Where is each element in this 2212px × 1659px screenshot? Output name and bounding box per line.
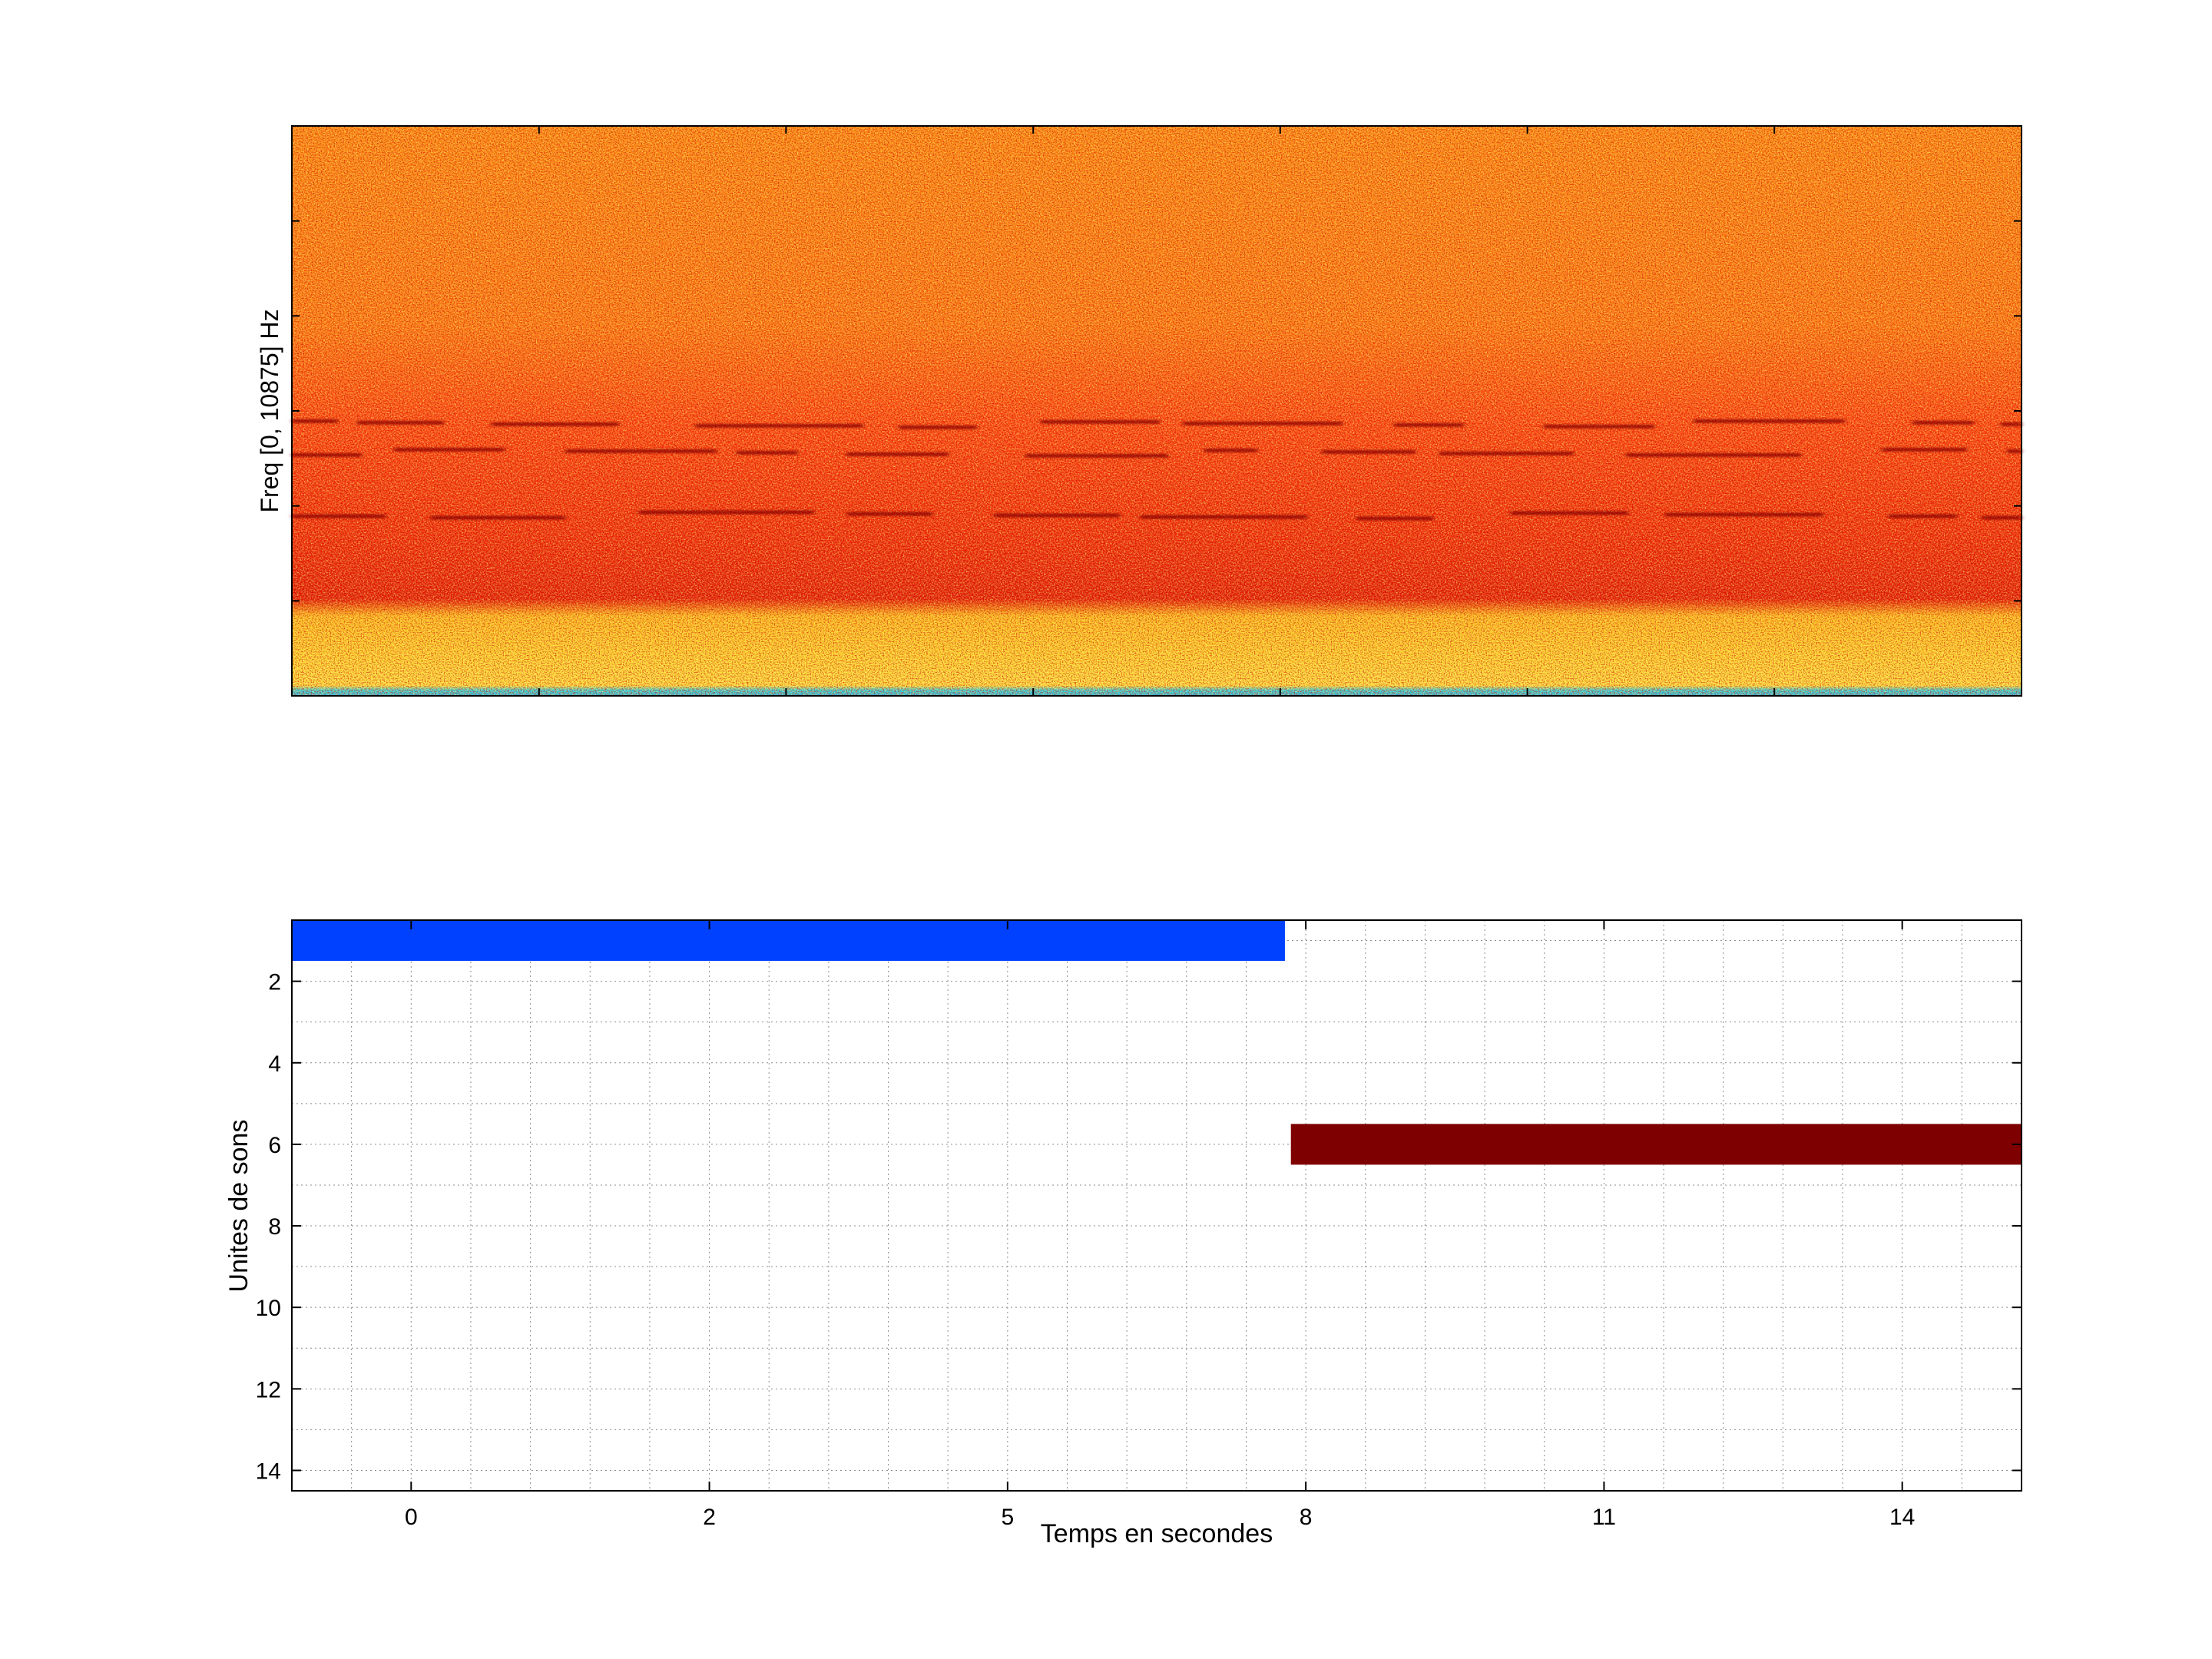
harmonic-band-segment [899, 425, 977, 429]
harmonic-band-segment [695, 423, 863, 428]
harmonic-band-segment [1544, 424, 1654, 429]
x-tick-label: 8 [1300, 1505, 1313, 1530]
x-tick-label: 0 [405, 1505, 418, 1530]
y-tick-label: 2 [268, 970, 281, 995]
harmonic-band-segment [2007, 449, 2022, 453]
segment-y-label: Unites de sons [224, 1120, 253, 1293]
spectrogram-y-label: Freq [0, 10875] Hz [256, 309, 283, 512]
harmonic-band-segment [994, 513, 1120, 518]
y-tick-labels: 2 4 6 8 10 12 14 [256, 970, 281, 1485]
harmonic-band-segment [1439, 451, 1574, 455]
segment-plot-background [292, 920, 2022, 1491]
harmonic-band-segment [737, 450, 798, 455]
y-tick-label: 8 [268, 1214, 281, 1240]
harmonic-band-segment [1912, 420, 1974, 425]
x-tick-label: 5 [1002, 1505, 1015, 1530]
harmonic-band-segment [1694, 419, 1845, 423]
harmonic-band-segment [1025, 453, 1168, 458]
harmonic-band-segment [292, 514, 386, 518]
harmonic-band-segment [1141, 515, 1307, 519]
spectrogram-axes: Freq [0, 10875] Hz [256, 125, 2022, 697]
harmonic-band-segment [1394, 422, 1464, 427]
harmonic-band-segment [1982, 515, 2022, 520]
harmonic-band-segment [847, 512, 932, 516]
harmonic-band-segment [431, 515, 565, 520]
x-tick-labels: 0 2 5 8 11 14 [405, 1505, 1915, 1530]
harmonic-band-segment [1204, 448, 1257, 452]
x-tick-label: 14 [1889, 1505, 1915, 1530]
harmonic-band-segment [357, 420, 444, 425]
harmonic-band-segment [565, 449, 717, 453]
segment-bars [292, 920, 2022, 1165]
segment-x-label: Temps en secondes [1041, 1519, 1273, 1548]
spectrogram-frame [291, 125, 2022, 697]
y-tick-label: 12 [256, 1377, 281, 1402]
harmonic-band-segment [639, 510, 814, 515]
harmonic-band-segment [492, 422, 619, 426]
segment-bar-unit-6 [1290, 1124, 2022, 1165]
harmonic-band-segment [1356, 516, 1433, 521]
harmonic-band-segment [1626, 452, 1801, 457]
y-tick-label: 6 [268, 1133, 281, 1158]
harmonic-band-segment [1322, 449, 1416, 454]
segment-ticks [292, 920, 2022, 1491]
y-tick-label: 4 [268, 1051, 281, 1077]
harmonic-band-segment [394, 447, 505, 452]
segment-bar-unit-1 [292, 920, 1285, 962]
y-tick-label: 10 [256, 1296, 281, 1321]
harmonic-bands [292, 419, 2022, 521]
segment-grid [292, 920, 2022, 1491]
harmonic-band-segment [1665, 512, 1823, 517]
harmonic-band-segment [2001, 422, 2022, 426]
segment-frame [291, 919, 2022, 1492]
segment-axes: 0 2 5 8 11 14 2 4 6 8 10 12 14 Temps en secondes Un… [224, 919, 2022, 1548]
harmonic-band-segment [1882, 447, 1967, 452]
x-tick-label: 11 [1592, 1505, 1616, 1530]
harmonic-band-segment [1511, 511, 1628, 515]
harmonic-band-segment [292, 419, 338, 423]
x-tick-label: 2 [703, 1505, 716, 1530]
harmonic-band-segment [1183, 421, 1343, 426]
harmonic-band-segment [1041, 419, 1160, 424]
y-tick-label: 14 [256, 1459, 281, 1484]
harmonic-band-segment [846, 452, 949, 456]
spectrogram-noise-dark [292, 126, 2022, 696]
spectrogram-ticks [292, 126, 2022, 696]
harmonic-band-segment [292, 452, 362, 457]
harmonic-band-segment [1889, 514, 1957, 518]
